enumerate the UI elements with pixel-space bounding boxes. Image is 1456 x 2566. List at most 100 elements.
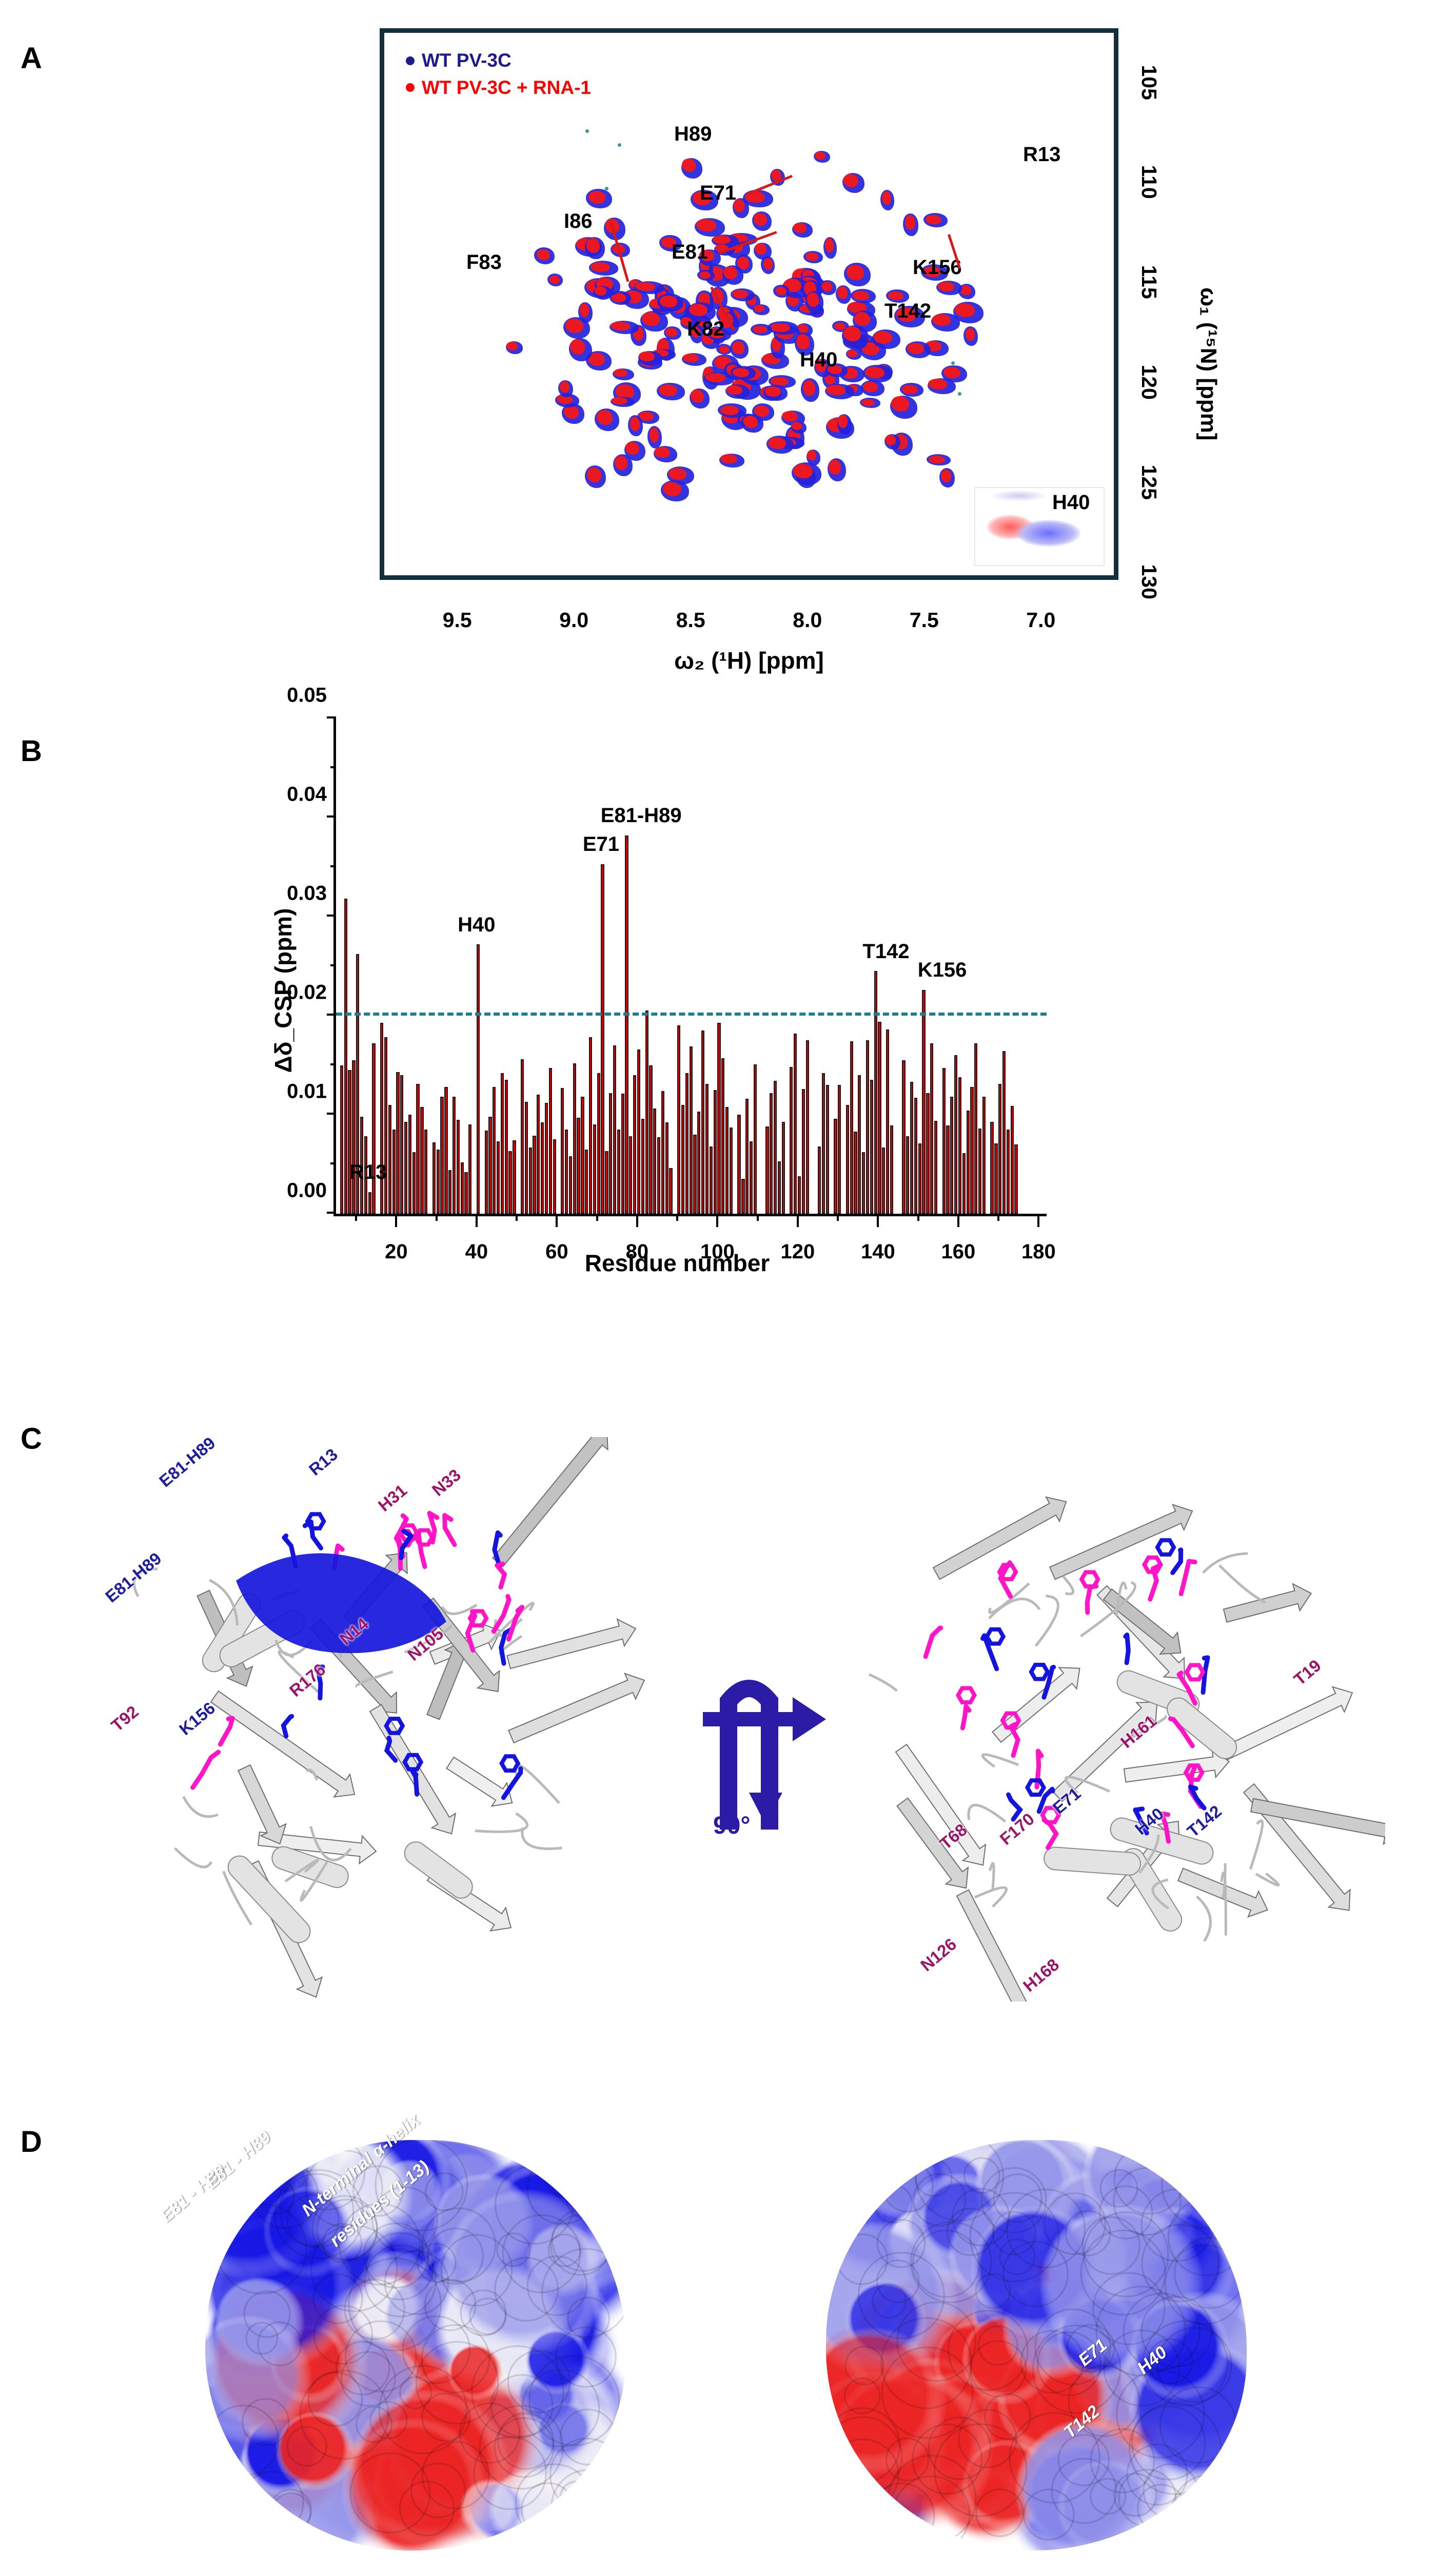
contour-peak-red <box>771 169 781 182</box>
csp-bar <box>621 1094 624 1214</box>
contour-peak-red <box>733 368 750 377</box>
csp-bar <box>910 1082 914 1214</box>
csp-bar <box>773 1081 777 1214</box>
panel-b-csp-chart: Δδ_CSP (ppm) 0.00 0.01 0.02 0.03 0.04 0.05 20… <box>270 684 1056 1277</box>
ribbon-diagram <box>132 1428 645 1998</box>
csp-bar <box>440 1097 444 1214</box>
csp-x-tick-minor <box>837 1214 839 1221</box>
csp-x-tick-mark <box>1037 1214 1040 1227</box>
peak-label-f83: F83 <box>466 251 502 274</box>
spectrum-x-tick: 7.5 <box>909 608 939 632</box>
csp-bar <box>749 1141 753 1214</box>
contour-peak-red <box>506 341 518 351</box>
csp-bar <box>396 1072 400 1214</box>
contour-peak-red <box>865 366 885 379</box>
csp-bar <box>886 1029 890 1214</box>
csp-bar <box>978 1129 982 1214</box>
csp-bar <box>958 1077 962 1214</box>
csp-x-tick-mark <box>556 1214 558 1227</box>
contour-peak-red <box>712 235 731 244</box>
csp-y-tick-minor <box>330 1162 336 1164</box>
spectrum-x-tick: 8.5 <box>676 608 705 632</box>
csp-bar <box>994 1143 998 1214</box>
contour-peak-red <box>885 435 896 445</box>
csp-bar <box>854 1131 857 1214</box>
csp-bar <box>926 1093 930 1214</box>
csp-bar <box>553 1139 556 1214</box>
csp-bar <box>942 1068 946 1214</box>
contour-peak-red <box>807 450 817 461</box>
csp-bar <box>781 1121 785 1214</box>
contour-speck <box>951 361 955 365</box>
csp-bar <box>1010 1105 1014 1214</box>
csp-bar <box>1002 1051 1006 1214</box>
csp-bar <box>513 1140 516 1214</box>
spectrum-y-tick: 105 <box>1137 65 1161 101</box>
csp-bar <box>870 1080 873 1214</box>
csp-bar <box>508 1151 512 1214</box>
csp-plot-area: 0.00 0.01 0.02 0.03 0.04 0.05 20 40 60 80 100 120 1… <box>287 684 1056 1263</box>
contour-peak-red <box>932 314 951 326</box>
csp-bar <box>729 1128 733 1214</box>
peak-leader-line <box>746 174 793 196</box>
csp-x-tick-label: 20 <box>385 1240 408 1263</box>
csp-bar <box>597 1073 600 1214</box>
csp-x-tick-mark <box>957 1214 959 1227</box>
contour-peak-red <box>848 302 867 314</box>
contour-peak-red <box>793 463 813 479</box>
contour-peak-red <box>928 379 947 390</box>
contour-peak-red <box>854 312 871 326</box>
contour-peak-red <box>611 397 627 404</box>
csp-bar <box>790 1067 793 1214</box>
contour-peak-red <box>815 360 827 373</box>
csp-bar <box>577 1117 580 1214</box>
contour-peak-red <box>847 349 858 357</box>
spectrum-x-axis-title: ω₂ (¹H) [ppm] <box>674 647 824 674</box>
csp-x-tick-label: 180 <box>1021 1240 1056 1263</box>
contour-peak-red <box>862 381 878 393</box>
peak-label-e71: E71 <box>700 182 737 204</box>
csp-y-tick-label: 0.00 <box>287 1179 327 1202</box>
contour-peak-red <box>610 322 630 331</box>
contour-peak-red <box>770 323 791 332</box>
contour-peak-red <box>586 238 600 253</box>
csp-bar <box>408 1115 412 1214</box>
csp-bar <box>524 1101 528 1214</box>
panel-letter-a: A <box>21 42 42 75</box>
csp-bar <box>693 1134 697 1214</box>
csp-bar <box>717 1022 721 1214</box>
csp-bar <box>520 1059 524 1214</box>
contour-peak-red <box>635 282 656 291</box>
contour-peak-red <box>570 339 585 355</box>
contour-peak-red <box>660 295 677 308</box>
csp-bar <box>962 1153 966 1214</box>
csp-bar <box>737 1115 741 1214</box>
contour-peak-red <box>797 324 809 333</box>
csp-bar <box>954 1055 958 1214</box>
csp-bar <box>821 1073 825 1214</box>
contour-peak-red <box>829 459 841 475</box>
csp-bar <box>533 1135 536 1214</box>
contour-peak-red <box>705 373 726 382</box>
legend-swatch-red <box>406 83 415 92</box>
surface-label-e81-h89: E81 - H89 <box>202 2127 275 2193</box>
contour-peak-red <box>720 405 739 415</box>
contour-peak-red <box>803 380 815 396</box>
csp-bar <box>344 899 347 1214</box>
csp-bar <box>697 1112 701 1214</box>
contour-peak-red <box>596 410 613 425</box>
spectrum-y-tick: 110 <box>1137 165 1161 199</box>
csp-bar <box>412 1152 416 1214</box>
csp-bar <box>625 835 628 1214</box>
csp-bar <box>424 1129 428 1214</box>
contour-peak-red <box>649 427 659 443</box>
csp-bar <box>601 864 604 1214</box>
contour-peak-red <box>665 327 677 337</box>
contour-peak-red <box>641 312 660 326</box>
csp-y-tick-label: 0.03 <box>287 882 327 905</box>
csp-bar <box>797 1176 801 1214</box>
contour-peak-red <box>873 331 893 344</box>
spectrum-legend: WT PV-3C WT PV-3C + RNA-1 <box>406 47 591 101</box>
csp-bar <box>456 1119 460 1214</box>
contour-peak-red <box>926 215 942 225</box>
